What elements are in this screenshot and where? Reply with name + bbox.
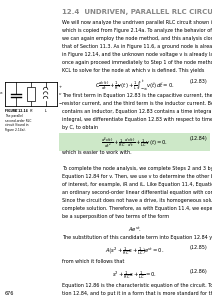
Text: Since the circuit does not have a drive, its homogeneous solution is also the: Since the circuit does not have a drive,… [62,198,212,203]
Text: we can again employ the node method, and this analysis closely parallels: we can again employ the node method, and… [62,36,212,41]
Text: from which it follows that: from which it follows that [62,259,124,264]
Text: once again proceed immediately to Step 1 of the node method. Here, we write: once again proceed immediately to Step 1… [62,60,212,65]
Text: $A\!\left(s^2 + \frac{1}{RC}s + \frac{1}{LC}\right)\!e^{st} = 0.$: $A\!\left(s^2 + \frac{1}{RC}s + \frac{1}… [105,245,164,256]
Text: The substitution of this candidate term into Equation 12.84 yields: The substitution of this candidate term … [62,235,212,240]
Text: KCL to solve for the node at which v is defined. This yields: KCL to solve for the node at which v is … [62,68,204,73]
Text: tion 12.84, and to put it in a form that is more standard for the characteristic: tion 12.84, and to put it in a form that… [62,291,212,296]
Text: be a superposition of two terms of the form: be a superposition of two terms of the f… [62,214,169,219]
Text: $v$: $v$ [58,91,62,97]
Text: (12.83): (12.83) [189,79,207,84]
Text: $R$: $R$ [29,107,33,114]
Text: $-$: $-$ [58,101,63,105]
Text: $Ae^{st}.$: $Ae^{st}.$ [128,225,141,234]
Text: (12.84): (12.84) [189,136,207,141]
Text: circuit (found in: circuit (found in [5,123,28,127]
Text: in Figure 12.14, and the unknown node voltage v is already labeled. So, we: in Figure 12.14, and the unknown node vo… [62,52,212,57]
Text: Figure 2.14a).: Figure 2.14a). [5,128,26,131]
Text: by C, to obtain: by C, to obtain [62,125,98,130]
Text: integral, we differentiate Equation 12.83 with respect to time, and also divide: integral, we differentiate Equation 12.8… [62,117,212,122]
Text: Equation 12.84 for v. Then, we use v to determine the other branch variables: Equation 12.84 for v. Then, we use v to … [62,174,212,179]
Text: $\frac{d^2v(t)}{dt^2} + \frac{1}{RC}\frac{dv(t)}{dt} + \frac{1}{LC}v(t) = 0.$: $\frac{d^2v(t)}{dt^2} + \frac{1}{RC}\fra… [101,136,168,151]
Text: (12.85): (12.85) [189,245,207,250]
Text: $s^2 + \frac{1}{RC}s + \frac{1}{LC} = 0.$: $s^2 + \frac{1}{RC}s + \frac{1}{LC} = 0.… [112,269,157,281]
Text: which is easier to work with.: which is easier to work with. [62,150,132,155]
Text: complete solution. Therefore, as with Equation 11.4, we expect its solution to: complete solution. Therefore, as with Eq… [62,206,212,211]
Text: of interest, for example, iR and iL. Like Equation 11.4, Equation 12.82 is: of interest, for example, iR and iL. Lik… [62,182,212,187]
Text: We will now analyze the undriven parallel RLC circuit shown in Figure 12.14,: We will now analyze the undriven paralle… [62,20,212,25]
Text: Equation 12.86 is the characteristic equation of the circuit. To simplify Equa-: Equation 12.86 is the characteristic equ… [62,283,212,288]
Text: (12.86): (12.86) [189,269,207,274]
Text: 676: 676 [5,291,14,296]
Text: The parallel: The parallel [5,114,23,118]
Bar [27,87,35,101]
Text: $v_s$: $v_s$ [0,91,4,97]
Text: contains an inductor, Equation 12.83 contains a time integral. To remove this: contains an inductor, Equation 12.83 con… [62,109,212,114]
Text: $+$: $+$ [58,83,63,90]
FancyBboxPatch shape [59,133,210,151]
Text: $C$: $C$ [14,107,19,114]
Text: resistor current, and the third term is the inductor current. Because the circui: resistor current, and the third term is … [62,101,212,106]
Text: that of Section 11.3. As in Figure 11.6, a ground node is already selected: that of Section 11.3. As in Figure 11.6,… [62,44,212,49]
Text: To complete the node analysis, we complete Steps 2 and 3 by solving: To complete the node analysis, we comple… [62,166,212,171]
Text: an ordinary second-order linear differential equation with constant coefficients: an ordinary second-order linear differen… [62,190,212,195]
Text: $C\frac{dv(t)}{dt} + \frac{1}{R}v(t) + \frac{1}{L}\int_{-\infty}^{t} v(\tilde{t}: $C\frac{dv(t)}{dt} + \frac{1}{R}v(t) + \… [95,79,174,93]
Text: The first term in Equation 12.83 is the capacitive current, the second term is t: The first term in Equation 12.83 is the … [62,93,212,98]
Text: 12.4  UNDRIVEN, PARALLEL RLC CIRCUIT¹: 12.4 UNDRIVEN, PARALLEL RLC CIRCUIT¹ [62,8,212,15]
Text: FIGURE 12.14: FIGURE 12.14 [5,109,28,113]
Text: which is copied from Figure 2.14a. To analyze the behavior of this circuit: which is copied from Figure 2.14a. To an… [62,28,212,33]
Text: second-order RLC: second-order RLC [5,118,31,122]
Text: $L$: $L$ [44,107,47,114]
